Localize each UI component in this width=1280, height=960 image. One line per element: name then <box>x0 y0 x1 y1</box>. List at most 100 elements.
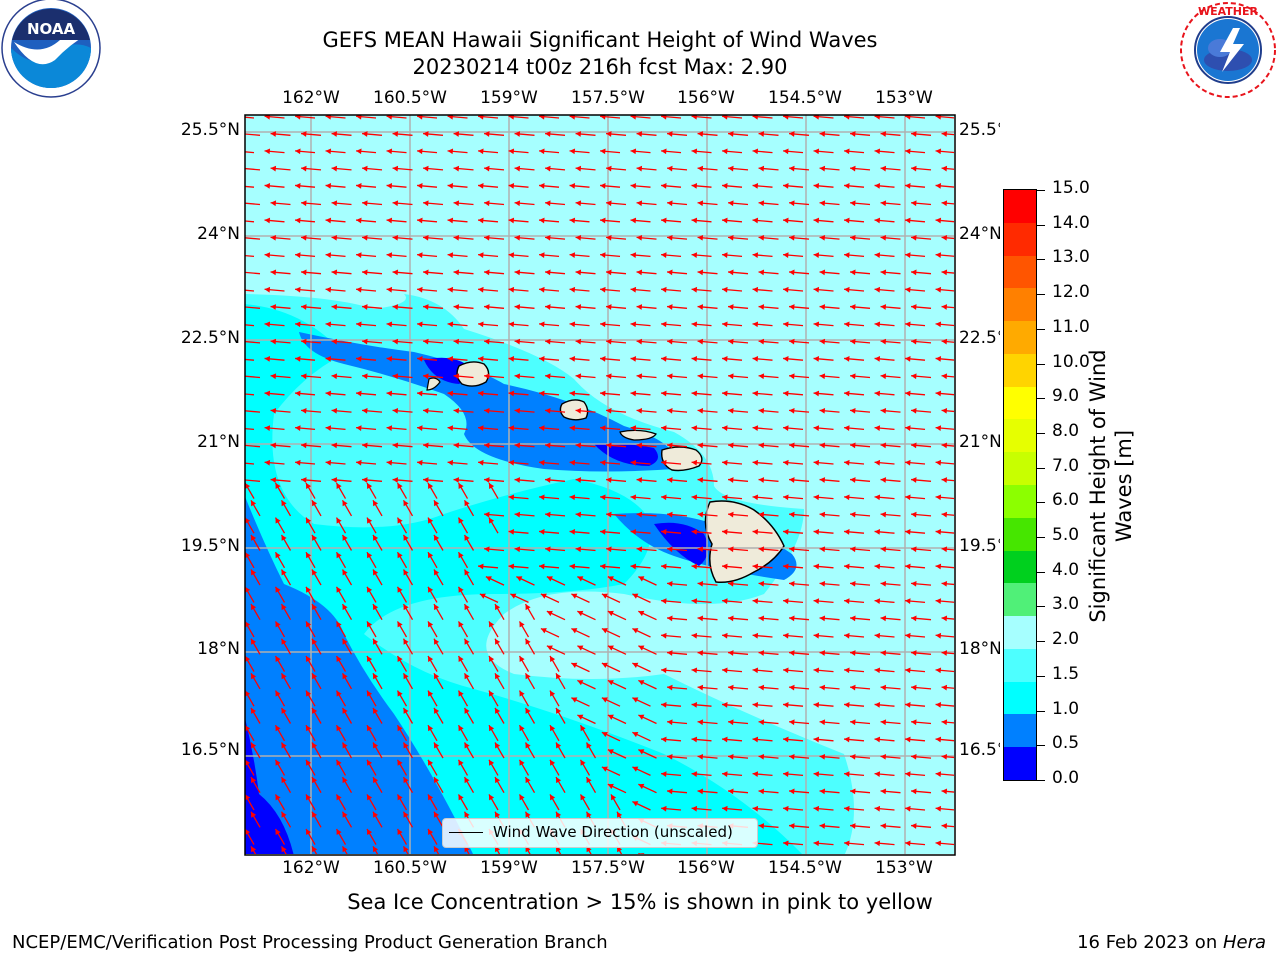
wave-arrow-head <box>434 742 440 749</box>
wave-arrow-head <box>569 425 576 431</box>
wave-arrow-head <box>844 115 850 120</box>
wave-arrow-head <box>850 442 856 449</box>
wave-arrow-head <box>667 373 673 380</box>
wave-arrow-head <box>575 407 582 414</box>
wave-arrow-head <box>728 373 734 380</box>
footer-date-text: 16 Feb 2023 on <box>1077 932 1223 953</box>
wave-arrow-head <box>691 459 698 466</box>
wave-arrow-head <box>434 846 440 853</box>
wave-arrow-head <box>367 552 373 559</box>
wave-arrow-head <box>813 840 820 847</box>
wave-arrow-head <box>819 407 826 414</box>
wave-arrow-head <box>306 794 312 801</box>
wave-arrow-head <box>367 829 373 836</box>
wave-arrow-head <box>911 511 917 518</box>
wave-arrow-head <box>874 183 881 189</box>
wave-arrow-head <box>447 356 454 362</box>
wave-arrow-head <box>783 252 789 258</box>
wave-arrow-head <box>295 286 301 293</box>
wave-arrow-shaft <box>245 358 255 361</box>
wave-arrow-head <box>789 650 795 656</box>
wave-arrow-head <box>336 517 342 524</box>
wave-arrow-head <box>264 286 271 293</box>
wave-arrow-head <box>489 690 495 697</box>
wave-arrow-head <box>336 829 342 836</box>
wave-arrow-head <box>691 632 698 639</box>
wave-arrow-head <box>850 269 856 276</box>
wave-arrow-head <box>489 483 495 490</box>
wave-arrow-head <box>281 707 287 714</box>
wave-arrow-head <box>600 459 606 466</box>
wave-arrow-head <box>264 425 271 431</box>
wave-arrow-head <box>580 794 586 801</box>
wave-arrow-head <box>911 304 917 310</box>
wave-arrow-head <box>514 304 521 310</box>
wave-arrow-head <box>935 494 942 501</box>
wave-arrow-head <box>478 356 484 362</box>
wave-arrow-head <box>301 200 307 207</box>
wave-arrow-head <box>697 338 704 345</box>
wave-arrow-head <box>600 115 606 120</box>
wave-arrow-head <box>874 425 881 431</box>
wave-arrow-head <box>789 165 795 172</box>
wave-arrow-head <box>484 407 490 414</box>
wave-arrow-head <box>850 546 856 553</box>
wave-arrow-head <box>606 234 612 241</box>
wave-arrow-head <box>397 794 403 801</box>
wave-arrow-head <box>331 200 338 207</box>
colorbar-tick-label: 5.0 <box>1052 525 1080 546</box>
wave-arrow-head <box>281 846 287 853</box>
wave-arrow-head <box>911 719 917 726</box>
wave-arrow-head <box>697 165 704 172</box>
wave-arrow-head <box>911 200 917 207</box>
wave-arrow-head <box>569 252 576 258</box>
wave-arrow-head <box>484 511 490 518</box>
colorbar-tick-label: 3.0 <box>1052 594 1080 615</box>
colorbar-tick-mark <box>1037 641 1045 643</box>
wave-arrow-head <box>722 529 728 535</box>
wave-arrow-head <box>516 576 523 582</box>
colorbar-tick-label: 1.0 <box>1052 698 1080 719</box>
colorbar-tick-mark <box>1037 502 1045 504</box>
island-niihau <box>426 377 441 391</box>
wave-arrow-head <box>789 580 795 587</box>
wave-arrow-head <box>752 459 759 466</box>
wave-arrow-head <box>251 673 257 680</box>
wave-arrow-shaft <box>245 271 261 275</box>
colorbar-tick-label: 8.0 <box>1052 420 1080 441</box>
wave-arrow-head <box>434 638 440 645</box>
wave-arrow-head <box>844 252 850 258</box>
wave-arrow-head <box>697 200 704 207</box>
wave-arrow-head <box>331 373 338 380</box>
wave-arrow-head <box>941 442 948 449</box>
wave-arrow-head <box>874 702 881 708</box>
lat-tick-left: 25.5°N <box>180 120 240 140</box>
wave-arrow-shaft <box>245 444 261 448</box>
wave-arrow-head <box>636 546 643 553</box>
wave-arrow-head <box>844 563 850 570</box>
wave-arrow-head <box>356 252 362 258</box>
wave-arrow-head <box>270 165 277 172</box>
wave-arrow-head <box>819 650 826 656</box>
wave-arrow-head <box>331 131 338 137</box>
wave-arrow-head <box>661 667 667 674</box>
wave-arrow-head <box>495 707 501 714</box>
wave-arrow-head <box>478 183 484 189</box>
wave-arrow-head <box>508 183 515 189</box>
wave-arrow-head <box>905 494 911 501</box>
wave-arrow-head <box>312 846 318 853</box>
wave-arrow-head <box>607 680 614 686</box>
wave-arrow-head <box>331 407 338 414</box>
colorbar-tick-mark <box>1037 328 1045 330</box>
wave-arrow-head <box>312 777 318 784</box>
wave-arrow-head <box>813 115 819 120</box>
wave-arrow-head <box>397 829 403 836</box>
wave-arrow-head <box>550 656 556 663</box>
wave-arrow-head <box>728 511 734 518</box>
wave-arrow-head <box>789 788 795 795</box>
wave-arrow-head <box>819 615 826 622</box>
wave-arrow-head <box>691 667 698 674</box>
wave-arrow-head <box>789 753 795 760</box>
wave-arrow-head <box>935 563 942 570</box>
wave-arrow-head <box>367 656 373 663</box>
